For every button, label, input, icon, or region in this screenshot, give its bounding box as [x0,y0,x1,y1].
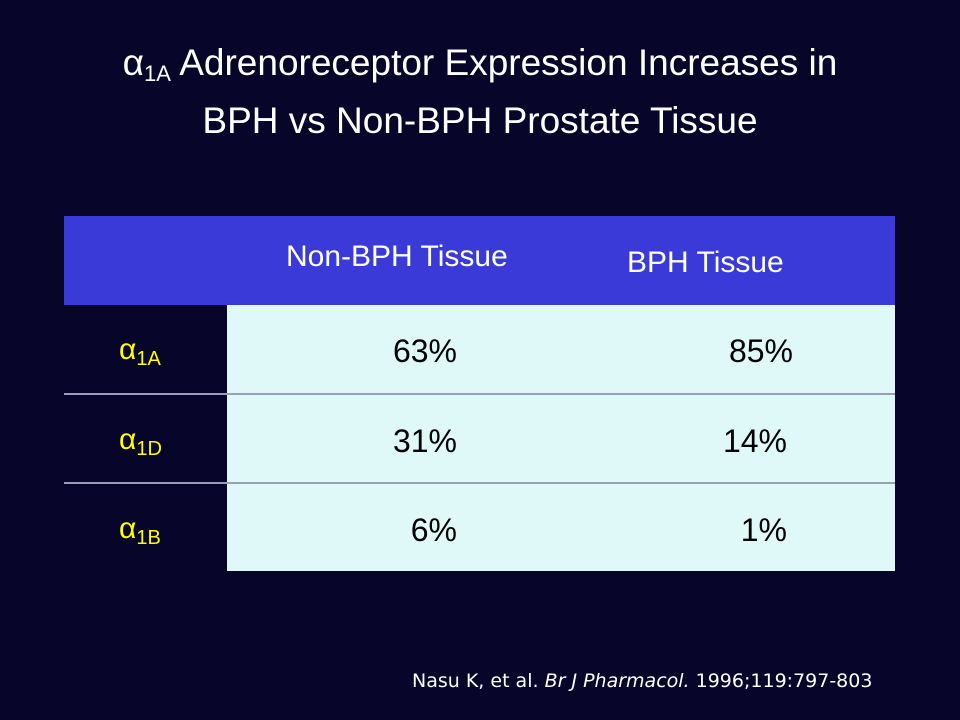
table-row-alpha-1b: α1B 6% 1% [64,484,895,571]
cell-non-bph-value: 6% [410,512,457,548]
title-subscript: 1A [144,61,171,86]
row-cells: 6% 1% [227,484,895,571]
row-subscript: 1B [136,527,161,549]
row-divider [64,482,895,484]
row-cells: 63% 85% [227,305,895,393]
row-cells: 31% 14% [227,395,895,483]
row-alpha-symbol: α [119,333,137,366]
row-subscript: 1A [136,348,161,370]
cell-bph-value: 1% [740,512,787,548]
table-row-alpha-1a: α1A 63% 85% [64,305,895,393]
cell-non-bph-value: 31% [392,423,457,459]
title-alpha-symbol: α [122,42,145,83]
citation-journal: Br J Pharmacol. [544,670,690,692]
expression-table: Non-BPH Tissue BPH Tissue α1A 63% 85% α1… [64,216,895,571]
cell-non-bph-value: 63% [392,333,457,369]
citation-details: 1996;119:797-803 [689,670,873,692]
cell-bph-value: 14% [722,423,787,459]
citation: Nasu K, et al. Br J Pharmacol. 1996;119:… [412,670,872,692]
row-label: α1D [64,395,227,483]
column-header-non-bph: Non-BPH Tissue [286,240,508,273]
cell-bph-value: 85% [728,333,793,369]
table-row-alpha-1d: α1D 31% 14% [64,395,895,483]
citation-authors: Nasu K, et al. [412,670,545,692]
row-divider [64,393,895,395]
row-label: α1B [64,484,227,571]
title-line-2: BPH vs Non-BPH Prostate Tissue [202,100,758,141]
column-header-bph: BPH Tissue [627,246,784,279]
row-alpha-symbol: α [119,512,137,545]
title-line-1: α1A Adrenoreceptor Expression Increases … [0,34,960,92]
row-label: α1A [64,305,227,393]
title-line-1-text: Adrenoreceptor Expression Increases in [170,42,838,83]
row-alpha-symbol: α [119,423,137,456]
row-subscript: 1D [136,438,162,460]
table-header: Non-BPH Tissue BPH Tissue [64,216,895,305]
slide-title: α1A Adrenoreceptor Expression Increases … [0,34,960,150]
